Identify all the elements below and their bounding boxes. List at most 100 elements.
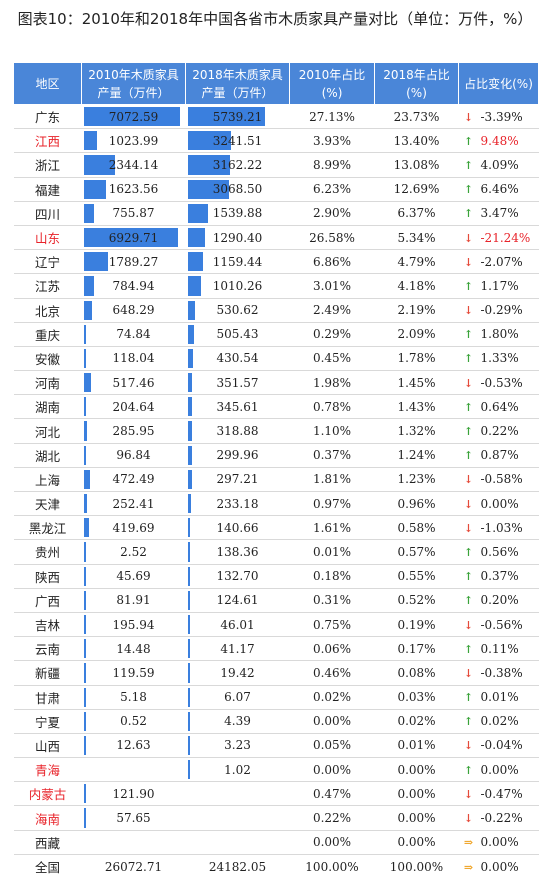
table-body: 广东 7072.59 5739.21 27.13% 23.73% ↓ -3.39% 江西 102… bbox=[13, 104, 539, 879]
share-2018-cell: 0.08% bbox=[374, 660, 459, 686]
share-2010-cell: 1.10% bbox=[289, 418, 375, 444]
share-2010-cell: 0.00% bbox=[289, 757, 375, 783]
table-row: 湖北 96.84 299.96 0.37% 1.24% ↑ 0.87% bbox=[13, 443, 539, 468]
output-2010-cell: 74.84 bbox=[81, 322, 186, 347]
share-change-cell: ↓ -0.53% bbox=[458, 370, 539, 396]
share-change-cell: ↓ -2.07% bbox=[458, 249, 539, 275]
share-change-value: 0.01% bbox=[480, 690, 519, 705]
output-value: 5739.21 bbox=[212, 109, 263, 124]
share-2010-cell: 0.05% bbox=[289, 733, 375, 759]
region-cell: 北京 bbox=[13, 298, 82, 323]
share-2018-cell: 0.02% bbox=[374, 709, 459, 734]
share-change-cell: ↓ -3.39% bbox=[458, 104, 539, 130]
bar-2010 bbox=[83, 784, 86, 804]
bar-2010 bbox=[83, 469, 90, 489]
bar-2010 bbox=[83, 687, 86, 707]
output-2010-cell: 121.90 bbox=[81, 781, 186, 807]
share-2010-cell: 0.37% bbox=[289, 443, 375, 468]
share-2018-cell: 1.32% bbox=[374, 418, 459, 444]
bar-2010 bbox=[83, 252, 108, 272]
output-2010-cell: 26072.71 bbox=[82, 854, 186, 878]
output-2010-cell: 784.94 bbox=[81, 273, 186, 299]
output-value: 195.94 bbox=[112, 617, 155, 632]
output-value: 299.96 bbox=[216, 448, 259, 463]
output-value: 3068.50 bbox=[212, 182, 263, 197]
share-change-value: -0.38% bbox=[480, 665, 523, 680]
output-2018-cell: 1290.40 bbox=[185, 225, 290, 251]
share-change-cell: ↑ 0.56% bbox=[458, 539, 539, 565]
header-share-change: 占比变化(%) bbox=[458, 62, 539, 105]
share-2018-cell: 0.55% bbox=[374, 564, 459, 589]
output-value: 6929.71 bbox=[108, 230, 159, 245]
share-2010-cell: 0.00% bbox=[289, 709, 375, 734]
share-2010-cell: 0.47% bbox=[289, 781, 375, 807]
share-change-cell: ↑ 0.00% bbox=[458, 757, 539, 783]
share-2018-cell: 0.00% bbox=[374, 805, 459, 831]
bar-2018 bbox=[187, 663, 190, 683]
bar-2010 bbox=[83, 566, 86, 586]
output-2018-cell: 3241.51 bbox=[185, 128, 290, 154]
table-row: 江苏 784.94 1010.26 3.01% 4.18% ↑ 1.17% bbox=[13, 273, 539, 299]
share-change-cell: ↓ -0.56% bbox=[458, 612, 539, 638]
bar-2018 bbox=[187, 518, 190, 538]
share-2018-cell: 0.19% bbox=[374, 612, 459, 638]
bar-2010 bbox=[83, 639, 86, 659]
output-2010-cell: 5.18 bbox=[81, 685, 186, 710]
region-cell: 江苏 bbox=[13, 273, 82, 299]
bar-2010 bbox=[83, 518, 90, 538]
output-value: 517.46 bbox=[112, 375, 155, 390]
output-2010-cell: 1789.27 bbox=[81, 249, 186, 275]
share-change-value: 0.02% bbox=[480, 714, 519, 729]
share-change-cell: ⇒ 0.00% bbox=[458, 830, 539, 855]
share-2018-cell: 1.24% bbox=[374, 443, 459, 468]
bar-2018 bbox=[187, 760, 190, 780]
share-change-cell: ↓ -0.38% bbox=[458, 660, 539, 686]
share-2018-cell: 0.03% bbox=[374, 685, 459, 710]
share-change-value: -0.29% bbox=[480, 303, 523, 318]
share-change-value: -0.56% bbox=[480, 617, 523, 632]
bar-2018 bbox=[187, 397, 193, 417]
output-2010-cell: 517.46 bbox=[81, 370, 186, 396]
share-2010-cell: 0.22% bbox=[289, 805, 375, 831]
share-change-value: 9.48% bbox=[480, 133, 519, 148]
output-2018-cell: 505.43 bbox=[185, 322, 290, 347]
share-change-value: -2.07% bbox=[480, 254, 523, 269]
table-row: 北京 648.29 530.62 2.49% 2.19% ↓ -0.29% bbox=[13, 298, 539, 323]
share-change-value: 1.17% bbox=[480, 278, 519, 293]
bar-2010 bbox=[83, 397, 87, 417]
share-change-cell: ↑ 0.22% bbox=[458, 418, 539, 444]
bar-2018 bbox=[187, 203, 209, 223]
output-2010-cell: 648.29 bbox=[81, 298, 186, 323]
table-row: 山西 12.63 3.23 0.05% 0.01% ↓ -0.04% bbox=[13, 733, 539, 759]
share-2010-cell: 0.01% bbox=[289, 539, 375, 565]
bar-2018 bbox=[187, 735, 190, 756]
share-2010-cell: 6.23% bbox=[289, 177, 375, 202]
up-arrow-icon: ↑ bbox=[463, 279, 474, 293]
header-2010-output: 2010年木质家具产量（万件） bbox=[81, 62, 186, 105]
share-change-value: 3.47% bbox=[480, 206, 519, 221]
bar-2010 bbox=[83, 227, 178, 248]
share-change-value: -0.47% bbox=[480, 786, 523, 801]
table-row: 四川 755.87 1539.88 2.90% 6.37% ↑ 3.47% bbox=[13, 201, 539, 226]
output-2010-cell: 7072.59 bbox=[81, 104, 186, 130]
output-2018-cell: 132.70 bbox=[185, 564, 290, 589]
output-value: 74.84 bbox=[116, 327, 151, 342]
share-change-value: 0.64% bbox=[480, 399, 519, 414]
share-2010-cell: 0.02% bbox=[289, 685, 375, 710]
share-2018-cell: 13.40% bbox=[374, 128, 459, 154]
header-2018-share: 2018年占比(%) bbox=[374, 62, 459, 105]
output-value: 121.90 bbox=[112, 786, 155, 801]
share-change-value: 0.87% bbox=[480, 448, 519, 463]
region-cell: 山东 bbox=[13, 225, 82, 251]
share-change-value: -21.24% bbox=[480, 230, 531, 245]
region-cell: 云南 bbox=[13, 636, 82, 662]
region-cell: 陕西 bbox=[13, 564, 82, 589]
output-2018-cell: 297.21 bbox=[185, 467, 290, 493]
output-value: 41.17 bbox=[220, 641, 255, 656]
share-2010-cell: 27.13% bbox=[289, 104, 375, 130]
share-2010-cell: 0.45% bbox=[289, 346, 375, 372]
share-2018-cell: 5.34% bbox=[374, 225, 459, 251]
table-row: 山东 6929.71 1290.40 26.58% 5.34% ↓ -21.24% bbox=[13, 225, 539, 251]
output-value: 46.01 bbox=[220, 617, 255, 632]
share-2018-cell: 4.79% bbox=[374, 249, 459, 275]
